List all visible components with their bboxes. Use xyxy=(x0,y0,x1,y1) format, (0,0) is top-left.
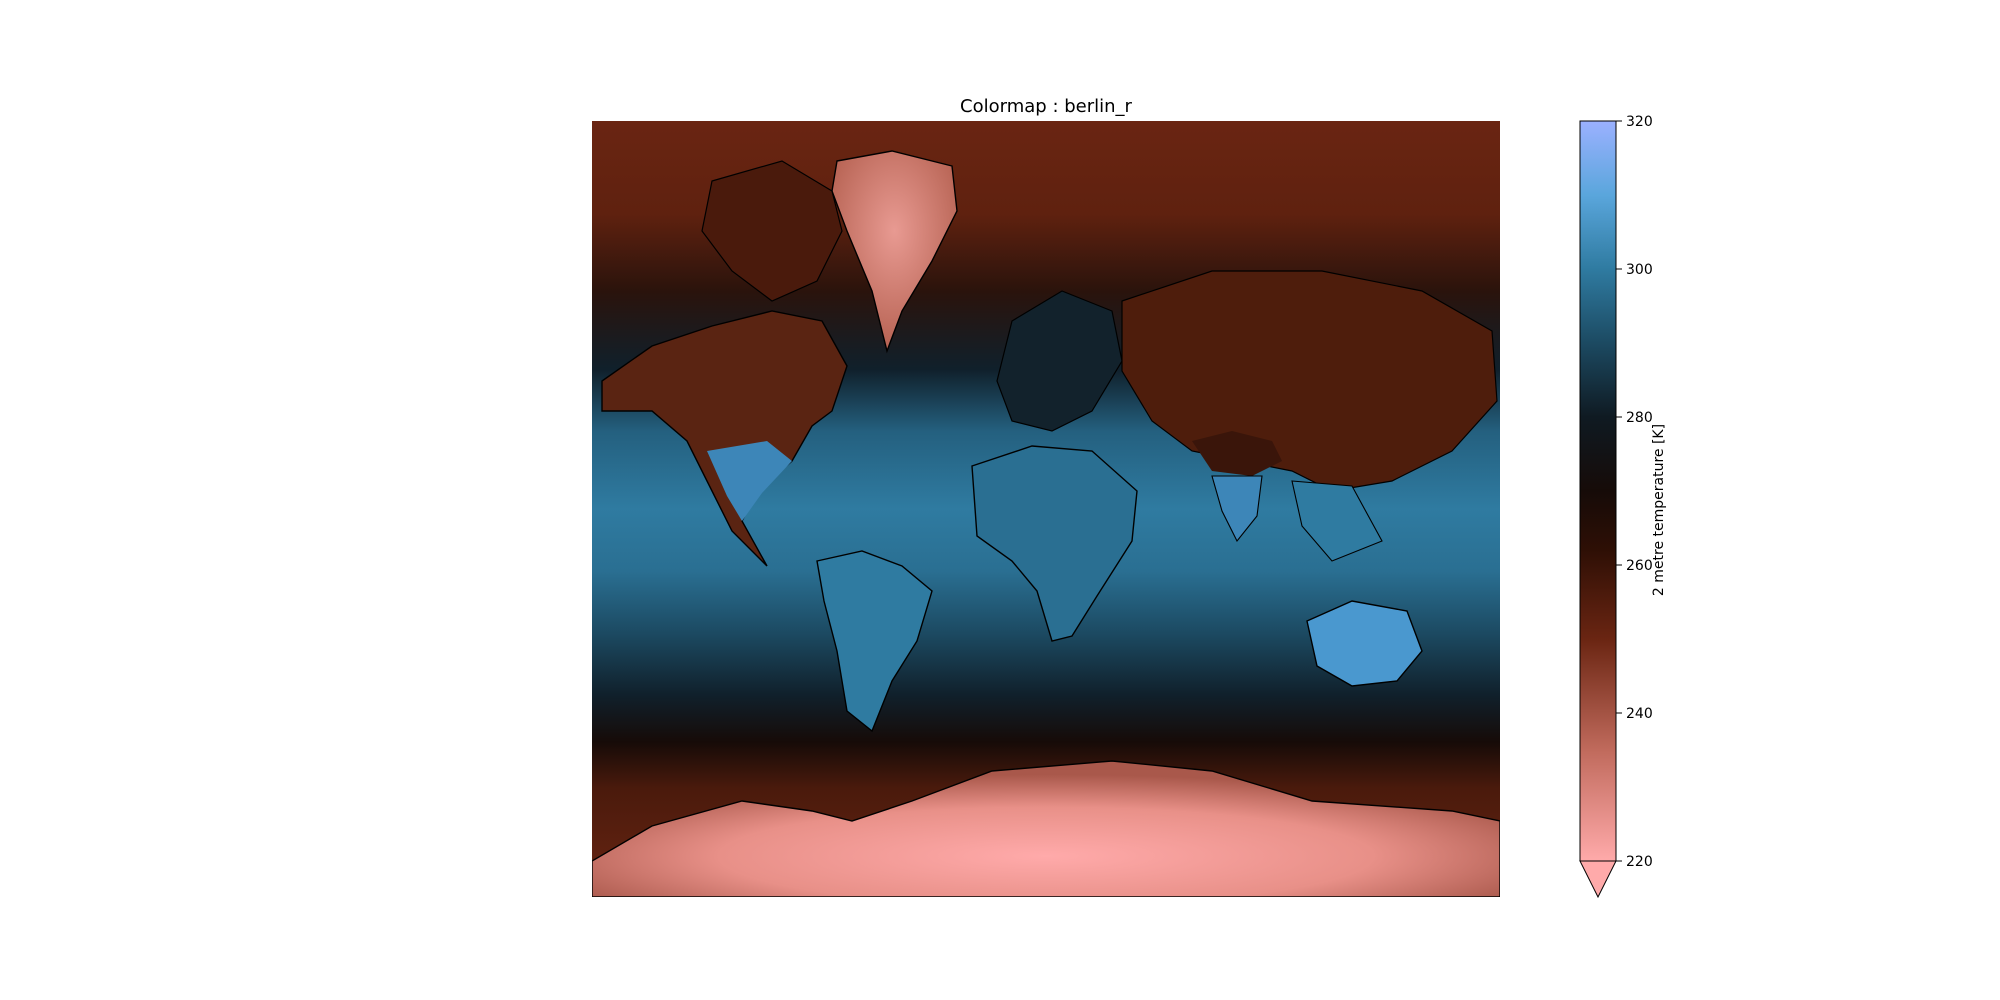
colorbar-tick-label: 320 xyxy=(1626,114,1653,130)
colorbar-tick-label: 220 xyxy=(1626,854,1653,870)
land-se-asia xyxy=(1291,480,1383,562)
land-arctic-islands xyxy=(701,160,843,302)
land-africa xyxy=(971,445,1138,642)
colorbar-frame xyxy=(1579,120,1617,862)
land-antarctica xyxy=(592,760,1500,897)
land-us-south xyxy=(707,441,792,521)
colorbar-tick-label: 280 xyxy=(1626,410,1653,426)
land-australia xyxy=(1306,600,1423,687)
world-temperature-map xyxy=(592,121,1500,897)
land-greenland xyxy=(831,150,958,354)
colorbar-gradient xyxy=(1580,121,1616,861)
colorbar-tick-label: 260 xyxy=(1626,558,1653,574)
colorbar-extend-min xyxy=(1579,860,1617,899)
colorbar: 220 240 260 280 300 320 xyxy=(1579,114,1653,899)
land-south-america xyxy=(816,550,933,733)
colorbar-tick-label: 240 xyxy=(1626,706,1653,722)
colorbar-label: 2 metre temperature [K] xyxy=(1651,423,1667,597)
land-tibet xyxy=(1192,431,1282,476)
land-europe xyxy=(996,290,1123,432)
colorbar-tick-label: 300 xyxy=(1626,262,1653,278)
chart-title: Colormap : berlin_r xyxy=(960,96,1132,117)
land-india xyxy=(1211,475,1263,543)
